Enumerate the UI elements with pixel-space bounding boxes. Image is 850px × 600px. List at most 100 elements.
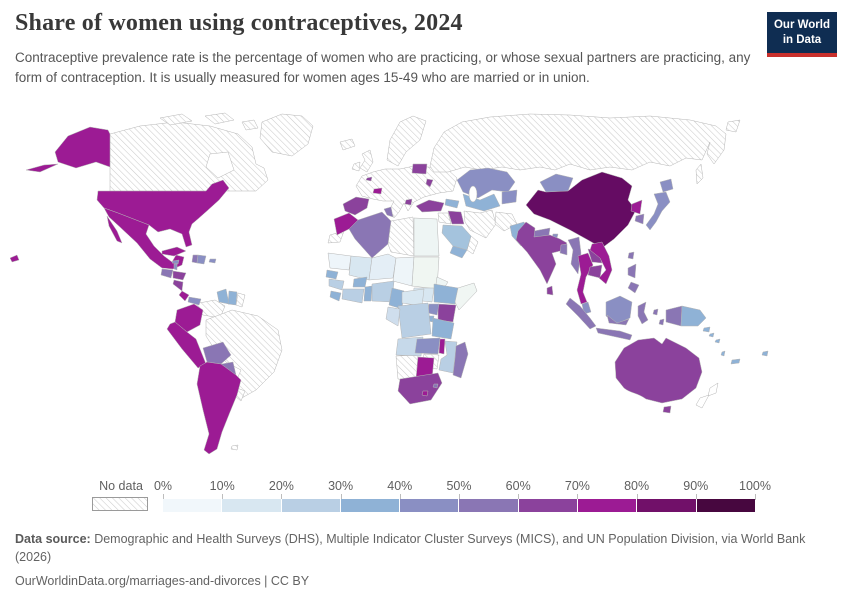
country-egypt[interactable] bbox=[413, 217, 440, 257]
region-gabon-congo[interactable] bbox=[385, 306, 401, 327]
country-kenya[interactable] bbox=[437, 303, 457, 323]
country-algeria[interactable] bbox=[348, 211, 392, 259]
country-vietnam[interactable] bbox=[589, 241, 613, 285]
country-tunisia[interactable] bbox=[383, 206, 394, 218]
country-iraq[interactable] bbox=[447, 210, 465, 225]
country-burkina-faso[interactable] bbox=[352, 276, 368, 288]
country-saudi-arabia[interactable] bbox=[441, 224, 472, 251]
country-spain[interactable] bbox=[342, 196, 370, 216]
country-south-korea[interactable] bbox=[634, 213, 645, 225]
country-moldova[interactable] bbox=[425, 178, 434, 188]
country-central-african-republic[interactable] bbox=[401, 288, 425, 307]
country-mali[interactable] bbox=[348, 255, 373, 281]
country-japan[interactable] bbox=[645, 191, 671, 231]
legend-bin-0-10%[interactable] bbox=[163, 499, 223, 512]
country-niger[interactable] bbox=[368, 253, 397, 281]
country-greenland[interactable] bbox=[259, 113, 314, 157]
island-new-britain[interactable] bbox=[702, 326, 711, 333]
region-togo-benin[interactable] bbox=[363, 285, 373, 302]
country-dominican-republic[interactable] bbox=[196, 254, 207, 265]
country-guyana[interactable] bbox=[216, 288, 230, 305]
country-suriname[interactable] bbox=[227, 290, 238, 306]
country-papua-new-guinea[interactable] bbox=[680, 305, 707, 327]
country-cambodia[interactable] bbox=[587, 264, 603, 279]
country-north-korea[interactable] bbox=[630, 199, 643, 215]
region-french-guiana[interactable] bbox=[235, 292, 246, 308]
region-kyrgyzstan-tajikistan[interactable] bbox=[501, 189, 518, 205]
country-sri-lanka[interactable] bbox=[546, 285, 554, 296]
country-bolivia[interactable] bbox=[202, 341, 232, 365]
country-bangladesh[interactable] bbox=[559, 243, 568, 256]
country-belgium[interactable] bbox=[365, 176, 373, 182]
country-switzerland[interactable] bbox=[372, 187, 383, 195]
arctic-island[interactable] bbox=[204, 112, 235, 125]
country-tanzania[interactable] bbox=[431, 317, 455, 340]
country-cuba[interactable] bbox=[161, 246, 187, 257]
region-sierra-leone-liberia[interactable] bbox=[329, 290, 342, 302]
region-moluccas[interactable] bbox=[652, 308, 659, 316]
country-belarus[interactable] bbox=[411, 163, 428, 175]
country-mexico[interactable] bbox=[103, 207, 185, 270]
region-west-new-guinea[interactable] bbox=[665, 305, 683, 327]
legend-bin-50-60%[interactable] bbox=[459, 499, 519, 512]
country-libya[interactable] bbox=[387, 216, 415, 257]
country-guatemala[interactable] bbox=[160, 268, 174, 279]
region-cote-divoire-ghana[interactable] bbox=[341, 288, 365, 304]
country-south-africa[interactable] bbox=[397, 372, 443, 405]
country-canada[interactable] bbox=[109, 121, 269, 192]
region-kalimantan[interactable] bbox=[606, 314, 630, 326]
country-new-zealand[interactable] bbox=[695, 394, 710, 409]
country-drc[interactable] bbox=[397, 302, 432, 339]
region-uzbekistan-turkmenistan[interactable] bbox=[462, 193, 501, 212]
country-somalia[interactable] bbox=[454, 282, 478, 311]
country-iran[interactable] bbox=[463, 209, 497, 239]
country-mozambique[interactable] bbox=[438, 340, 458, 374]
country-thailand[interactable] bbox=[576, 252, 594, 305]
region-puerto-rico[interactable] bbox=[208, 258, 217, 264]
country-ethiopia[interactable] bbox=[433, 283, 459, 305]
country-mauritania[interactable] bbox=[327, 252, 352, 271]
legend-bin-80-90%[interactable] bbox=[637, 499, 697, 512]
region-caucasus[interactable] bbox=[444, 198, 460, 209]
legend-bin-90-100%[interactable] bbox=[696, 499, 755, 512]
legend-bin-10-20%[interactable] bbox=[222, 499, 282, 512]
country-eswatini[interactable] bbox=[432, 383, 439, 389]
region-tasmania[interactable] bbox=[662, 405, 672, 414]
country-yemen[interactable] bbox=[449, 245, 468, 259]
country-turkey[interactable] bbox=[415, 199, 445, 213]
owid-logo[interactable]: Our World in Data bbox=[767, 12, 837, 57]
footer-link[interactable]: OurWorldinData.org/marriages-and-divorce… bbox=[15, 574, 310, 588]
region-borneo[interactable] bbox=[605, 295, 633, 325]
region-alaska[interactable] bbox=[54, 126, 111, 169]
country-ireland[interactable] bbox=[351, 161, 361, 172]
country-new-caledonia[interactable] bbox=[730, 358, 741, 365]
country-russia[interactable] bbox=[429, 113, 727, 173]
legend-bin-60-70%[interactable] bbox=[518, 499, 579, 512]
legend-bin-40-50%[interactable] bbox=[400, 499, 460, 512]
region-hawaii[interactable] bbox=[10, 254, 20, 263]
region-argentina-chile[interactable] bbox=[196, 361, 242, 455]
region-baja[interactable] bbox=[106, 215, 123, 244]
country-nicaragua[interactable] bbox=[172, 279, 184, 292]
region-java[interactable] bbox=[595, 327, 633, 341]
country-philippines[interactable] bbox=[627, 281, 640, 294]
country-senegal[interactable] bbox=[325, 269, 339, 280]
region-syria-jordan[interactable] bbox=[437, 212, 452, 225]
region-hokkaido[interactable] bbox=[659, 178, 674, 193]
arctic-island[interactable] bbox=[241, 119, 259, 131]
country-new-zealand[interactable] bbox=[707, 382, 719, 397]
country-honduras[interactable] bbox=[172, 270, 187, 281]
country-fiji[interactable] bbox=[761, 350, 769, 357]
region-aleutians[interactable] bbox=[25, 163, 59, 173]
country-jamaica[interactable] bbox=[171, 259, 180, 265]
country-iceland[interactable] bbox=[339, 138, 356, 151]
region-chukotka[interactable] bbox=[725, 119, 741, 133]
country-panama[interactable] bbox=[187, 296, 202, 306]
country-lesotho[interactable] bbox=[421, 390, 429, 397]
island-falklands[interactable] bbox=[230, 444, 239, 451]
region-europe-mainland[interactable] bbox=[355, 165, 458, 219]
country-united-kingdom[interactable] bbox=[359, 149, 374, 173]
region-balkans[interactable] bbox=[404, 198, 413, 206]
country-philippines[interactable] bbox=[627, 263, 637, 279]
country-guinea[interactable] bbox=[328, 278, 345, 291]
